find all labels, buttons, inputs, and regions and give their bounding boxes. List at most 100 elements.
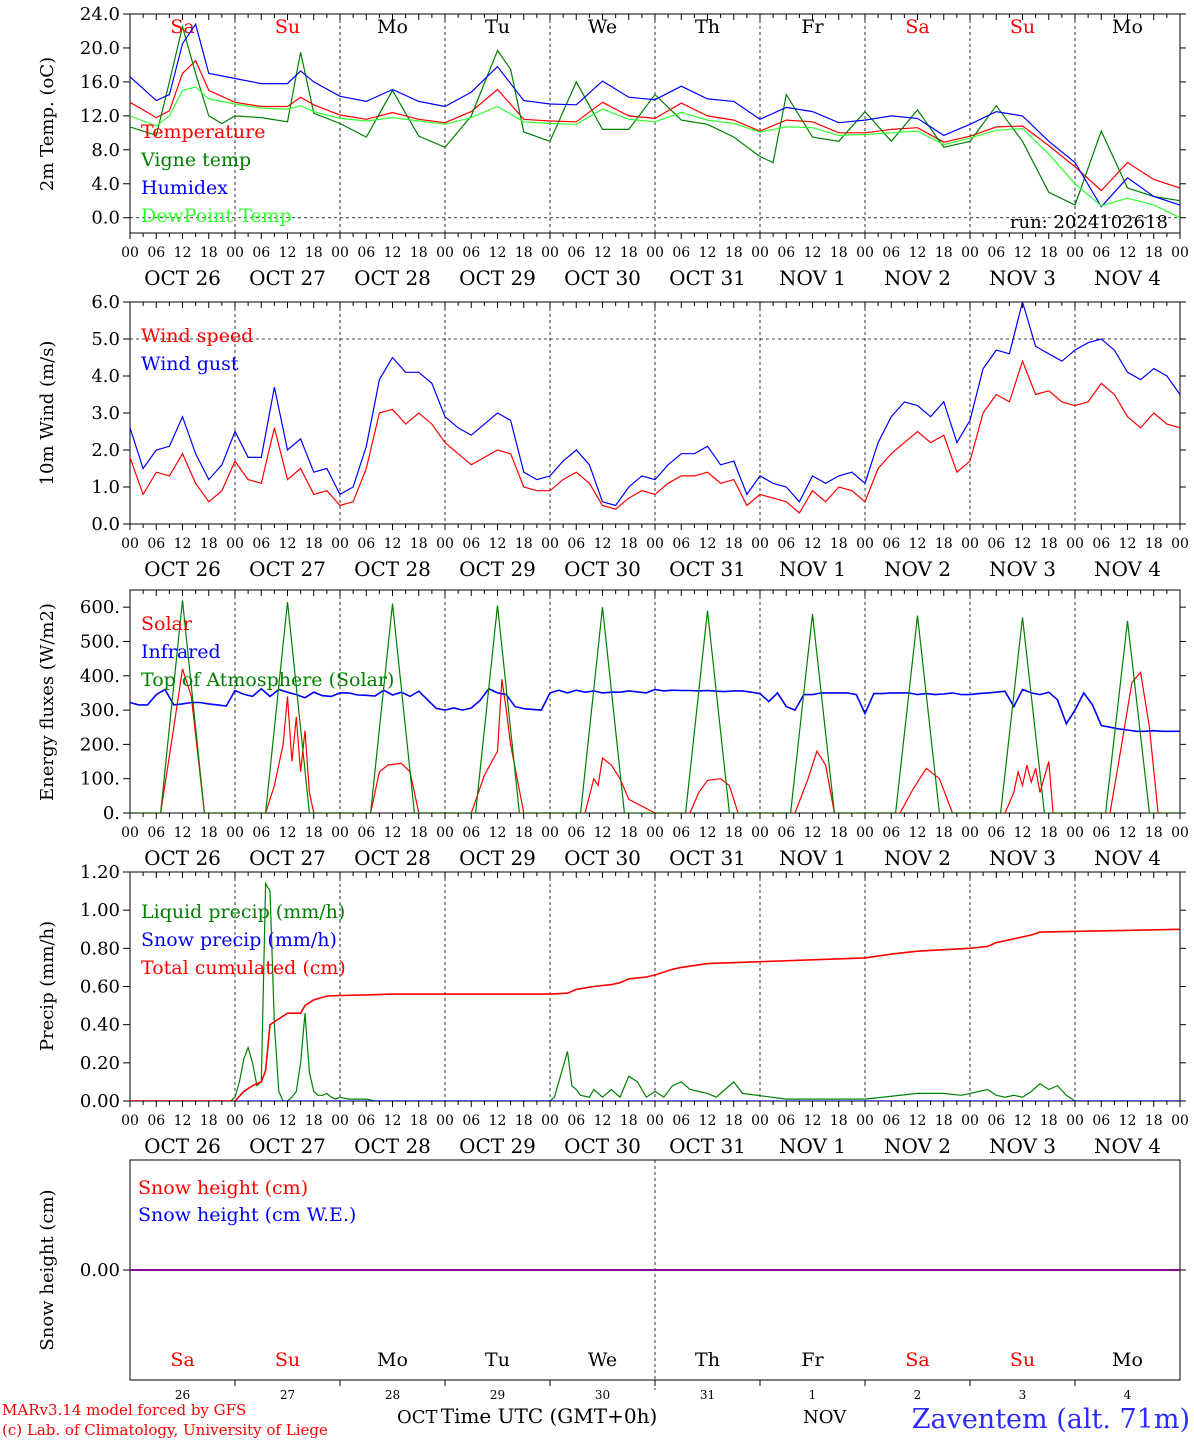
x-hour-label: 06	[882, 536, 900, 552]
x-hour-label: 12	[384, 825, 402, 841]
legend-entry: Humidex	[141, 177, 228, 199]
x-hour-label: 00	[961, 536, 979, 552]
x-date-label: OCT 30	[564, 266, 641, 290]
series-line-total-cumulated-cm-	[130, 928, 1180, 1101]
x-date-label: OCT 31	[669, 846, 746, 870]
x-hour-label: 06	[987, 1113, 1005, 1129]
x-hour-label: 18	[620, 1113, 638, 1129]
x-hour-label: 12	[594, 245, 612, 261]
y-tick-label: 6.0	[91, 292, 120, 313]
panel-wind: 0.0 1.0 2.0 3.0 4.0 5.0 6.0 10m Wind (m/s) 00 06 1…	[37, 292, 1189, 581]
x-date-label: NOV 1	[779, 266, 846, 290]
legend-entry: Snow height (cm W.E.)	[138, 1204, 356, 1226]
x-hour-label: 18	[305, 245, 323, 261]
x-date-label: OCT 26	[144, 1134, 221, 1158]
x-hour-label: 18	[305, 825, 323, 841]
day-of-week-label: Su	[275, 1349, 300, 1371]
x-hour-label: 00	[856, 245, 874, 261]
day-of-week-label: Su	[275, 16, 300, 38]
y-tick-label: 4.0	[91, 174, 120, 195]
x-hour-label: 12	[1014, 825, 1032, 841]
x-hour-label: 18	[410, 825, 428, 841]
month-left-label: OCT	[397, 1407, 438, 1428]
credit-line-1: MARv3.14 model forced by GFS	[2, 1401, 246, 1419]
y-tick-label: 200.	[80, 734, 120, 755]
series-line-temperature	[130, 59, 1180, 192]
x-hour-label: 00	[646, 245, 664, 261]
x-hour-label: 12	[804, 245, 822, 261]
y-tick-label: 0.40	[80, 1015, 120, 1036]
series-line-humidex	[130, 22, 1180, 208]
x-hour-label: 12	[1119, 1113, 1137, 1129]
x-date-label: NOV 1	[779, 846, 846, 870]
x-hour-label: 18	[725, 245, 743, 261]
x-hour-label: 00	[646, 825, 664, 841]
y-axis-label: Energy fluxes (W/m2)	[37, 603, 58, 801]
x-hour-label: 00	[1066, 825, 1084, 841]
x-hour-label: 18	[935, 1113, 953, 1129]
x-hour-label: 06	[672, 245, 690, 261]
x-date-label: NOV 2	[884, 1134, 951, 1158]
x-date-label: OCT 26	[144, 557, 221, 581]
x-hour-label: 00	[226, 1113, 244, 1129]
x-hour-label: 06	[987, 536, 1005, 552]
y-axis-label: 10m Wind (m/s)	[37, 341, 58, 486]
x-hour-label: 06	[567, 245, 585, 261]
x-hour-label: 06	[882, 1113, 900, 1129]
day-of-week-label: Mo	[1112, 1349, 1143, 1371]
x-date-label: NOV 4	[1094, 266, 1161, 290]
x-date-label: NOV 4	[1094, 846, 1161, 870]
x-hour-label: 18	[410, 1113, 428, 1129]
panel-temperature: 0.0 4.0 8.0 12.0 16.0 20.0 24.0 2m Temp. (oC) 00…	[37, 4, 1189, 290]
x-hour-label: 00	[1171, 825, 1189, 841]
x-hour-label: 00	[121, 536, 139, 552]
x-hour-label: 18	[1040, 536, 1058, 552]
run-annotation: run: 2024102618	[1010, 212, 1168, 233]
x-hour-label: 06	[672, 536, 690, 552]
x-hour-label: 18	[410, 536, 428, 552]
x-date-label: OCT 31	[669, 1134, 746, 1158]
x-hour-label: 12	[174, 825, 192, 841]
x-hour-label: 12	[699, 536, 717, 552]
x-hour-label: 06	[357, 245, 375, 261]
x-hour-label: 18	[935, 536, 953, 552]
x-hour-label: 06	[462, 536, 480, 552]
x-hour-label: 12	[174, 245, 192, 261]
x-hour-label: 00	[856, 825, 874, 841]
y-tick-label: 3.0	[91, 403, 120, 424]
x-hour-label: 06	[252, 825, 270, 841]
x-hour-label: 12	[1119, 536, 1137, 552]
y-axis-label: Precip (mm/h)	[37, 921, 58, 1051]
x-hour-label: 00	[331, 825, 349, 841]
x-hour-label: 18	[1145, 536, 1163, 552]
credit-line-2: (c) Lab. of Climatology, University of L…	[2, 1421, 328, 1439]
y-tick-label: 5.0	[91, 329, 120, 350]
x-hour-label: 12	[594, 536, 612, 552]
x-hour-label: 18	[1145, 245, 1163, 261]
series-line-vigne-temp	[130, 24, 1180, 206]
x-hour-label: 18	[1040, 245, 1058, 261]
x-hour-label: 00	[646, 1113, 664, 1129]
x-hour-label: 18	[200, 536, 218, 552]
x-hour-label: 00	[331, 245, 349, 261]
y-tick-label: 1.20	[80, 862, 120, 883]
x-hour-label: 00	[1171, 536, 1189, 552]
day-number-label: 4	[1124, 1388, 1132, 1402]
x-hour-label: 12	[594, 825, 612, 841]
x-hour-label: 18	[620, 245, 638, 261]
y-tick-label: 1.00	[80, 900, 120, 921]
x-hour-label: 06	[777, 825, 795, 841]
x-hour-label: 06	[777, 536, 795, 552]
x-hour-label: 06	[147, 1113, 165, 1129]
x-hour-label: 06	[777, 1113, 795, 1129]
series-line-top-of-atmosphere-solar-	[130, 600, 1180, 813]
x-hour-label: 18	[1145, 1113, 1163, 1129]
y-tick-label: 24.0	[80, 4, 120, 25]
panel-energy: 0. 100. 200. 300. 400. 500. 600. Energy fluxes …	[37, 589, 1189, 870]
legend-entry: Top of Atmosphere (Solar)	[141, 669, 394, 691]
station-name: Zaventem (alt. 71m)	[912, 1404, 1190, 1435]
x-hour-label: 18	[830, 825, 848, 841]
x-hour-label: 18	[305, 1113, 323, 1129]
x-hour-label: 18	[830, 1113, 848, 1129]
x-hour-label: 00	[436, 1113, 454, 1129]
